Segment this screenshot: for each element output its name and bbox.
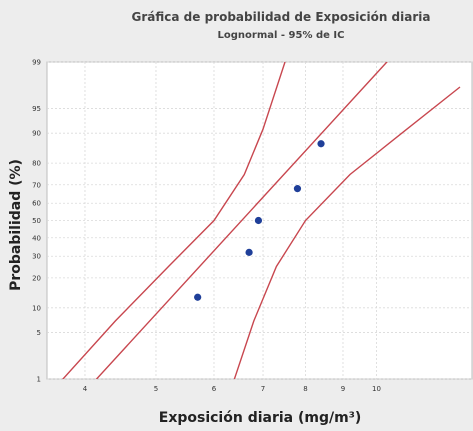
x-tick-label: 7: [261, 385, 265, 393]
fit-lines: [62, 62, 461, 379]
y-tick-label: 60: [32, 200, 41, 208]
ci-lower-line: [233, 86, 461, 379]
x-axis-label: Exposición diaria (mg/m³): [159, 410, 361, 426]
y-axis-label: Probabilidad (%): [8, 159, 24, 291]
ci-upper-line: [62, 62, 286, 379]
y-tick-label: 40: [32, 234, 41, 242]
x-tick-label: 4: [83, 385, 88, 393]
y-tick-label: 50: [32, 217, 41, 225]
y-tick-label: 30: [32, 253, 41, 261]
x-tick-label: 9: [341, 385, 345, 393]
y-tick-label: 20: [32, 274, 41, 282]
y-tick-label: 70: [32, 181, 41, 189]
x-tick-label: 6: [212, 385, 217, 393]
x-tick-label: 5: [154, 385, 158, 393]
y-tick-label: 90: [32, 130, 41, 138]
chart-title: Gráfica de probabilidad de Exposición di…: [132, 10, 431, 24]
x-tick-labels: 4 5 6 7 8 9 10: [83, 385, 381, 393]
y-tick-label: 99: [32, 59, 41, 67]
y-tick-label: 95: [32, 105, 41, 113]
data-point: [194, 293, 202, 301]
y-tick-labels: 1 5 10 20 30 40 50 60 70 80 90 95 99: [32, 59, 41, 384]
y-tick-label: 80: [32, 160, 41, 168]
x-tick-label: 10: [372, 385, 381, 393]
data-point: [254, 216, 263, 225]
data-point: [293, 185, 302, 193]
chart-subtitle: Lognormal - 95% de IC: [218, 30, 345, 41]
data-points: [194, 140, 325, 301]
fit-line: [95, 62, 388, 379]
y-tick-label: 5: [37, 329, 41, 337]
y-tick-label: 10: [32, 304, 41, 312]
y-tick-label: 1: [37, 376, 41, 384]
data-point: [245, 248, 253, 256]
data-point: [317, 140, 325, 148]
x-tick-label: 8: [303, 385, 307, 393]
